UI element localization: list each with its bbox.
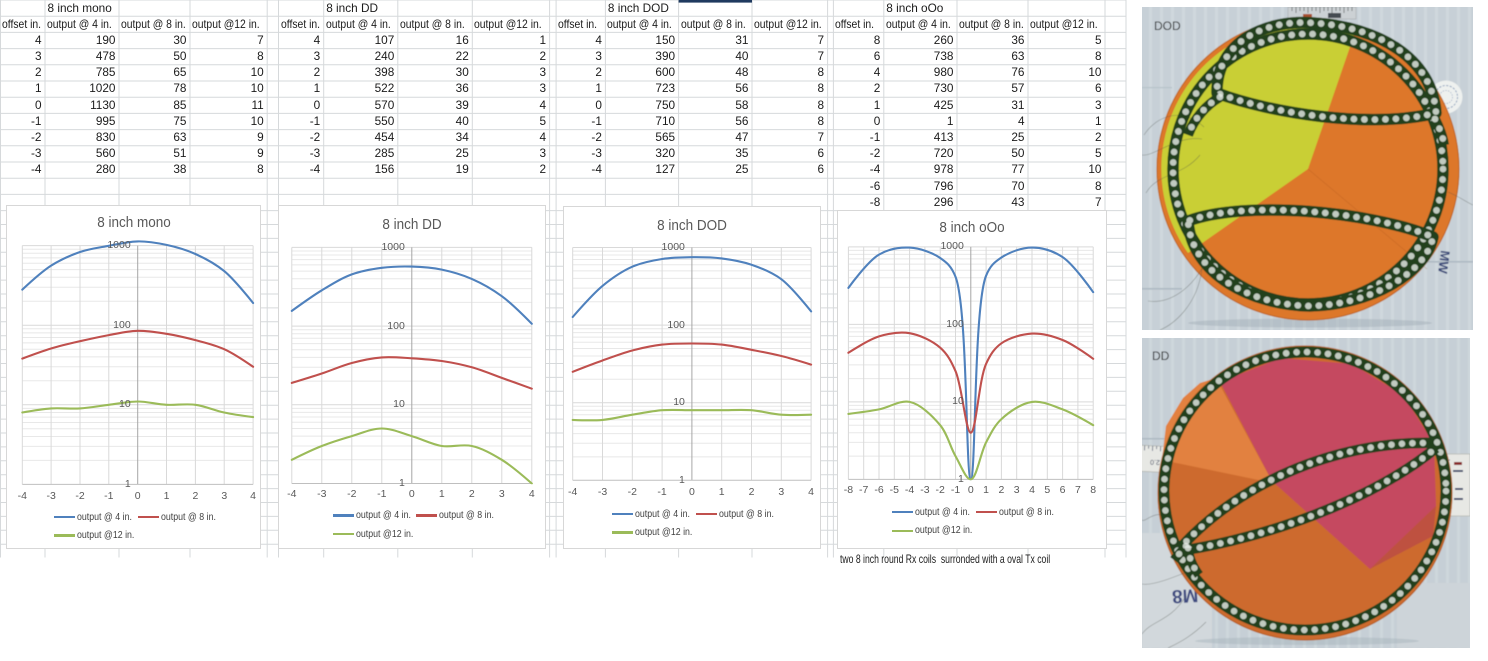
svg-text:DD: DD: [1152, 349, 1170, 363]
svg-text:M8: M8: [1171, 584, 1198, 606]
svg-text:DOD: DOD: [1154, 19, 1181, 33]
svg-text:2.0: 2.0: [1150, 458, 1160, 466]
svg-text:MW: MW: [1435, 250, 1453, 275]
